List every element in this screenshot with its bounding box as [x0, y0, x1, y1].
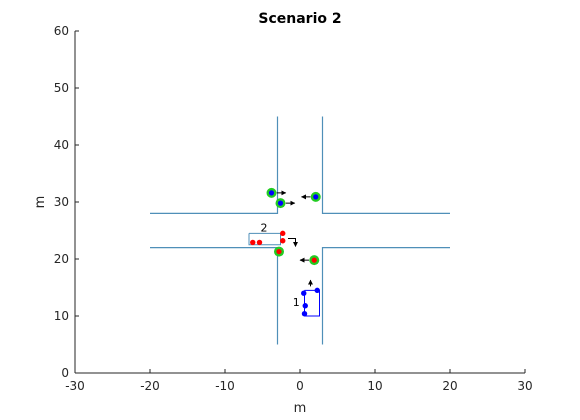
y-tick-label: 20 — [54, 252, 69, 266]
agent-point — [280, 238, 286, 244]
x-tick-label: -10 — [215, 379, 235, 393]
highlighted-agent-point — [277, 200, 284, 206]
y-axis: 0 10 20 30 40 50 60 — [54, 24, 79, 380]
agent-point — [301, 290, 307, 296]
highlighted-agent-point — [311, 257, 317, 263]
highlighted-agent-point — [313, 194, 319, 200]
agent-point — [250, 239, 256, 246]
group-box — [304, 289, 320, 317]
road-edge — [321, 247, 450, 345]
group-box — [248, 232, 281, 246]
agent-point — [301, 311, 308, 317]
agent-point — [256, 239, 263, 246]
agent-point — [302, 303, 308, 309]
chart-title: Scenario 2 — [258, 11, 341, 27]
x-tick-label: 0 — [296, 379, 304, 393]
highlighted-agent-point — [268, 190, 275, 196]
x-axis-label: m — [294, 401, 307, 416]
y-tick-label: 0 — [61, 366, 69, 380]
y-tick-label: 60 — [54, 24, 69, 38]
road-edge — [321, 116, 450, 214]
y-tick-label: 40 — [54, 138, 69, 152]
x-tick-label: 20 — [442, 379, 457, 393]
plot-area: 12 — [150, 116, 450, 345]
x-tick-label: -30 — [65, 379, 85, 393]
agent-point — [314, 287, 320, 294]
x-tick-label: 30 — [517, 379, 532, 393]
x-tick-label: -20 — [140, 379, 160, 393]
agent-point — [280, 230, 286, 237]
road-edge — [150, 116, 279, 214]
x-axis: -30 -20 -10 0 10 20 30 — [65, 369, 533, 393]
group-label: 1 — [293, 296, 300, 309]
road-edge — [150, 247, 279, 345]
group-label: 2 — [261, 222, 268, 235]
x-tick-label: 10 — [367, 379, 382, 393]
y-tick-label: 30 — [54, 195, 69, 209]
y-axis-label: m — [33, 196, 48, 209]
heading-arrow — [288, 237, 298, 247]
y-tick-label: 50 — [54, 81, 69, 95]
highlighted-agent-point — [276, 248, 282, 255]
y-tick-label: 10 — [54, 309, 69, 323]
